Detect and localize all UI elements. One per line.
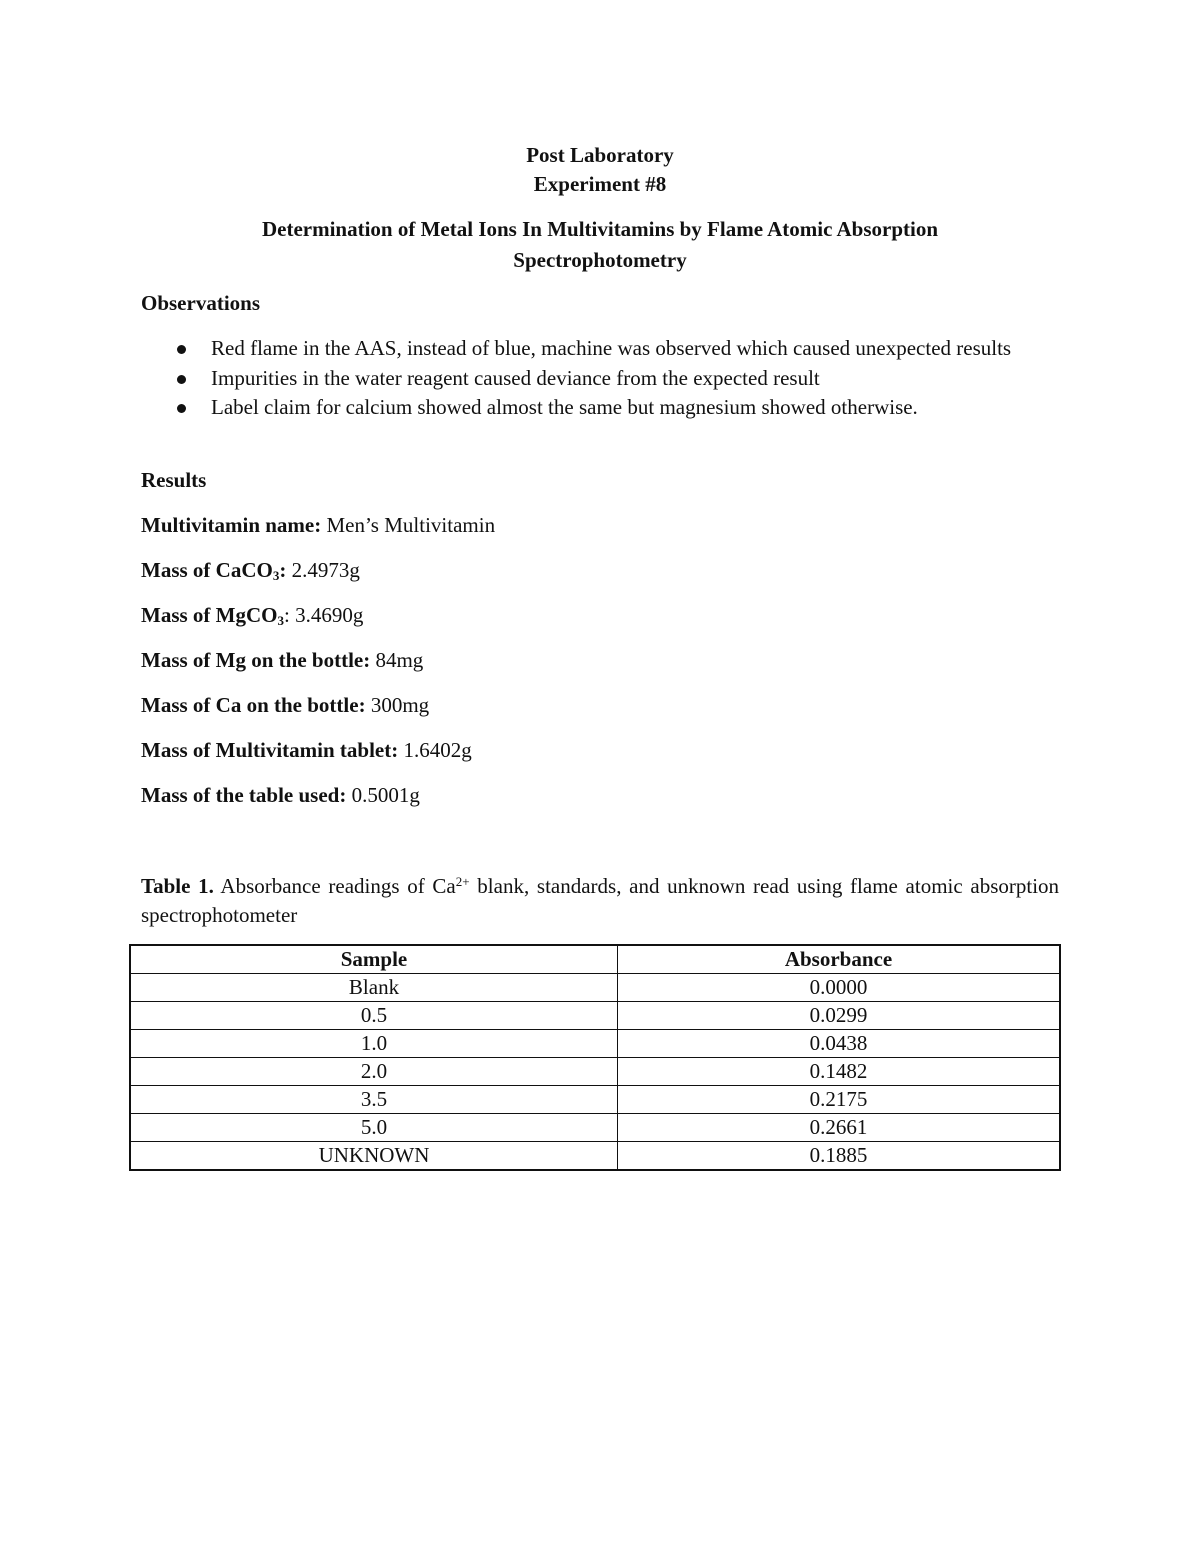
bullet-icon <box>177 404 186 413</box>
cell-absorbance: 0.2661 <box>617 1113 1061 1142</box>
cell-absorbance: 0.1482 <box>617 1057 1061 1086</box>
cell-sample: 3.5 <box>129 1085 618 1114</box>
list-item: Red flame in the AAS, instead of blue, m… <box>141 334 1071 364</box>
bullet-icon <box>177 374 186 384</box>
table-header-row: Sample Absorbance <box>129 944 1061 974</box>
cell-sample: 5.0 <box>129 1113 618 1142</box>
field-mass-mgco3: Mass of MgCO3: 3.4690g <box>141 603 364 628</box>
table1-caption: Table 1. Absorbance readings of Ca2+ bla… <box>141 874 1060 927</box>
field-mass-caco3: Mass of CaCO3: 2.4973g <box>141 558 360 583</box>
observations-list: Red flame in the AAS, instead of blue, m… <box>141 334 1071 423</box>
cell-sample: UNKNOWN <box>129 1141 618 1171</box>
field-mass-table-used: Mass of the table used: 0.5001g <box>141 783 420 807</box>
absorbance-table: Sample Absorbance Blank 0.0000 0.5 0.0299 1.… <box>129 944 1061 1171</box>
cell-sample: 1.0 <box>129 1029 618 1058</box>
table-row: Blank 0.0000 <box>129 973 1061 1002</box>
column-header-absorbance: Absorbance <box>617 944 1061 974</box>
cell-absorbance: 0.0000 <box>617 973 1061 1002</box>
doc-title-line2: Spectrophotometry <box>513 248 687 272</box>
field-mass-mg-bottle: Mass of Mg on the bottle: 84mg <box>141 648 424 672</box>
observations-heading: Observations <box>141 291 261 315</box>
doc-heading-experiment: Experiment #8 <box>533 172 667 196</box>
list-item: Label claim for calcium showed almost th… <box>141 393 1071 423</box>
cell-absorbance: 0.0299 <box>617 1001 1061 1030</box>
table-row: 2.0 0.1482 <box>129 1057 1061 1086</box>
cell-absorbance: 0.2175 <box>617 1085 1061 1114</box>
table-row: 5.0 0.2661 <box>129 1113 1061 1142</box>
cell-absorbance: 0.1885 <box>617 1141 1061 1171</box>
table-row: 3.5 0.2175 <box>129 1085 1061 1114</box>
bullet-icon <box>177 345 186 354</box>
cell-sample: 2.0 <box>129 1057 618 1086</box>
field-multivitamin-name: Multivitamin name: Men’s Multivitamin <box>141 513 496 537</box>
table-row: UNKNOWN 0.1885 <box>129 1141 1061 1171</box>
doc-heading-post-lab: Post Laboratory <box>526 143 674 167</box>
table-row: 0.5 0.0299 <box>129 1001 1061 1030</box>
table-row: 1.0 0.0438 <box>129 1029 1061 1058</box>
field-mass-ca-bottle: Mass of Ca on the bottle: 300mg <box>141 693 430 717</box>
cell-sample: 0.5 <box>129 1001 618 1030</box>
doc-title-line1: Determination of Metal Ions In Multivita… <box>261 217 939 241</box>
column-header-sample: Sample <box>129 944 618 974</box>
results-heading: Results <box>141 468 207 492</box>
cell-sample: Blank <box>129 973 618 1002</box>
list-item: Impurities in the water reagent caused d… <box>141 364 1071 394</box>
cell-absorbance: 0.0438 <box>617 1029 1061 1058</box>
field-mass-tablet: Mass of Multivitamin tablet: 1.6402g <box>141 738 472 762</box>
